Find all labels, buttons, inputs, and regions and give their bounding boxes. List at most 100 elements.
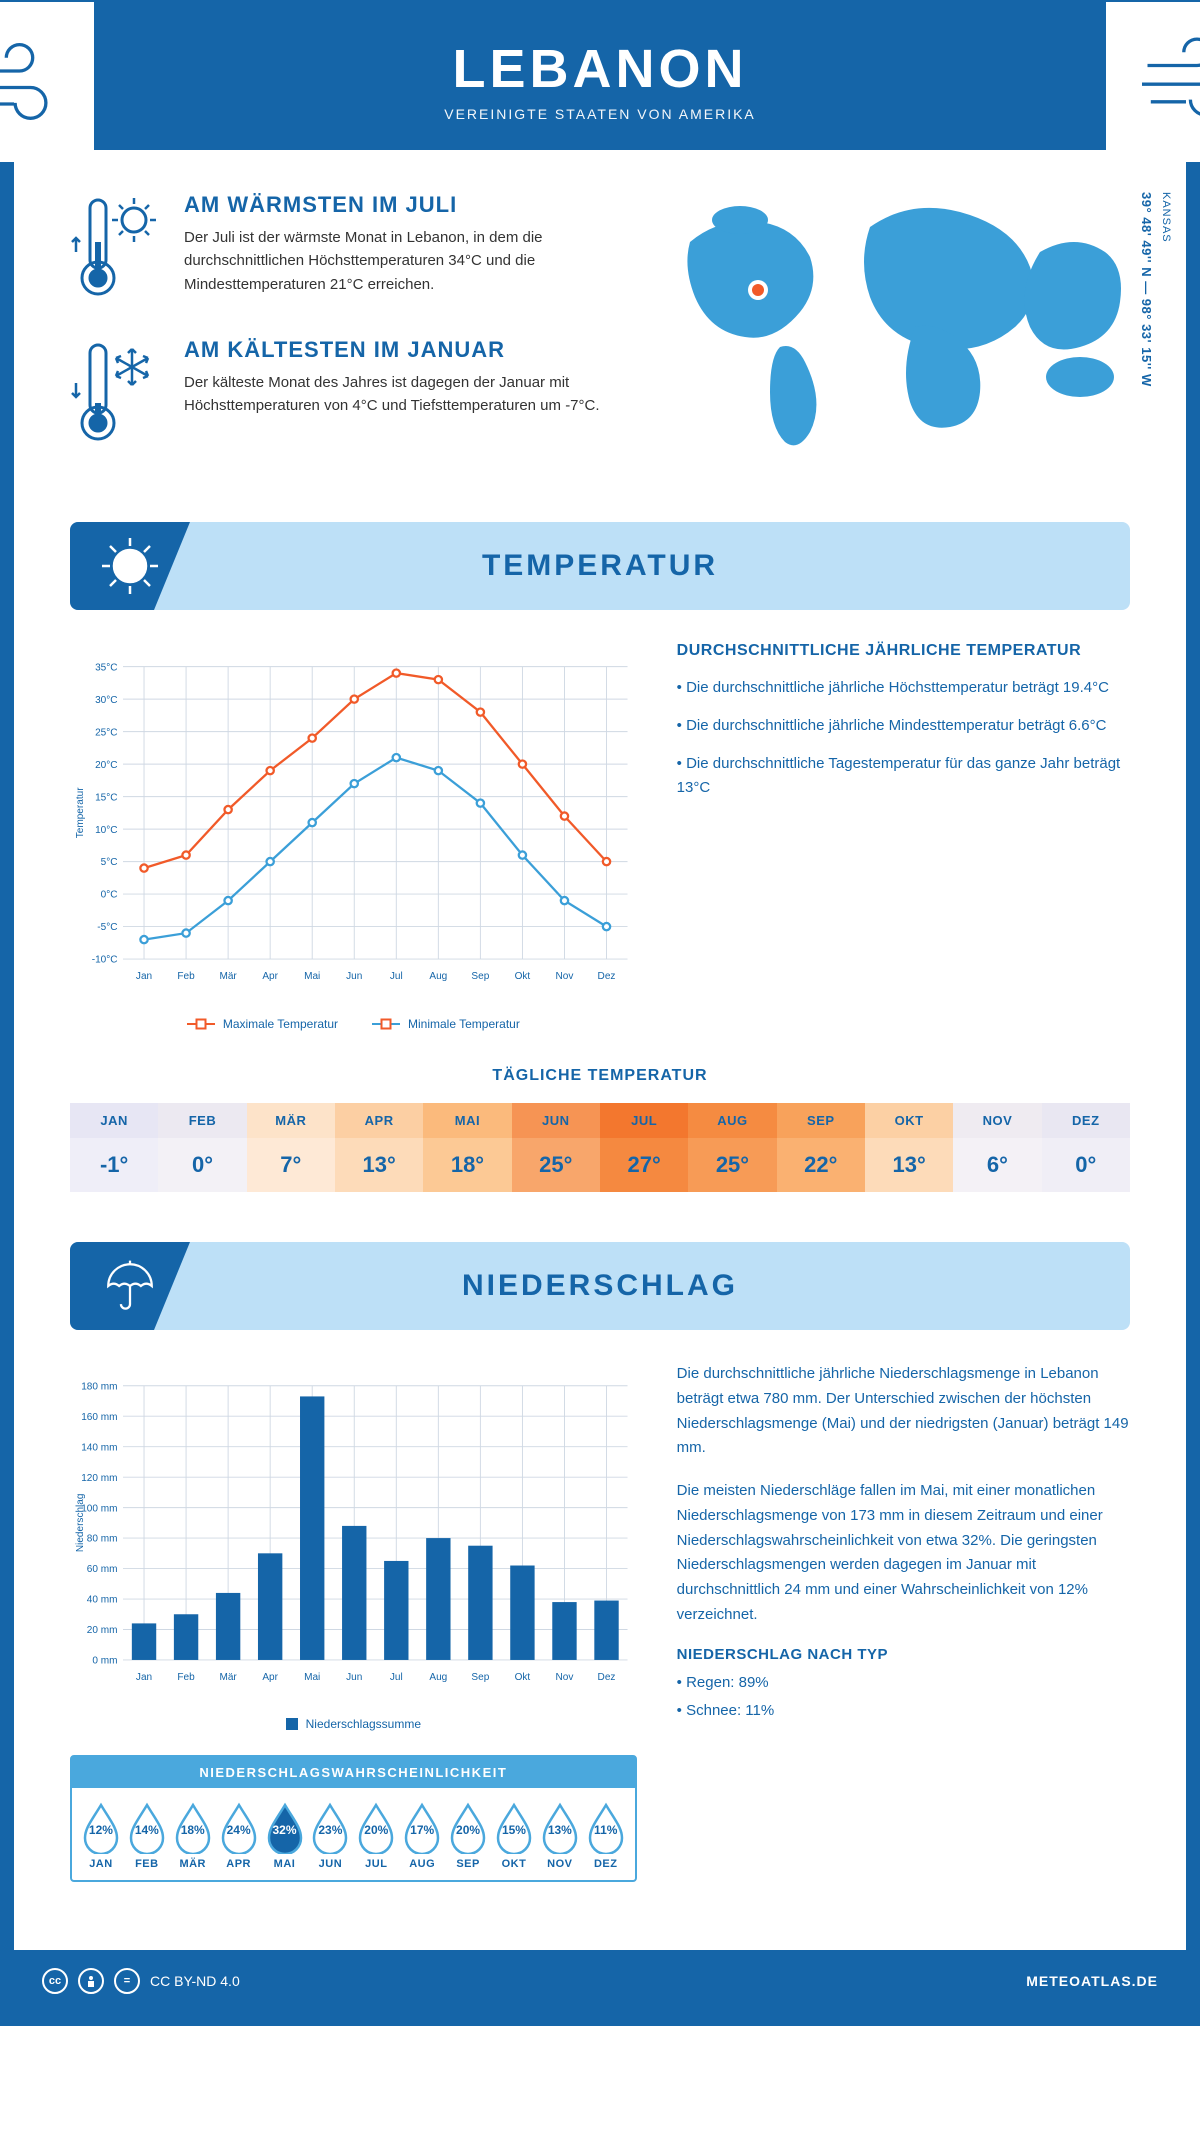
svg-text:40 mm: 40 mm: [87, 1595, 118, 1606]
prob-cell: 14%FEB: [124, 1802, 170, 1870]
svg-text:-5°C: -5°C: [97, 922, 117, 933]
precipitation-chart: 0 mm20 mm40 mm60 mm80 mm100 mm120 mm140 …: [70, 1362, 637, 1882]
temperature-row: -10°C-5°C0°C5°C10°C15°C20°C25°C30°C35°CJ…: [70, 642, 1130, 1031]
daily-cell: MÄR7°: [247, 1103, 335, 1192]
daily-cell: SEP22°: [777, 1103, 865, 1192]
prob-heading: NIEDERSCHLAGSWAHRSCHEINLICHKEIT: [72, 1757, 635, 1788]
temp-legend: .lg-sw:nth-child(1)::after{border-color:…: [70, 1017, 637, 1031]
svg-text:Mär: Mär: [219, 971, 237, 982]
svg-text:Okt: Okt: [515, 971, 531, 982]
page-title: LEBANON: [14, 38, 1186, 100]
svg-text:180 mm: 180 mm: [81, 1381, 117, 1392]
raindrop-icon: 11%: [585, 1802, 627, 1854]
svg-text:120 mm: 120 mm: [81, 1473, 117, 1484]
daily-cell: APR13°: [335, 1103, 423, 1192]
page-subtitle: VEREINIGTE STAATEN VON AMERIKA: [14, 106, 1186, 122]
prob-cell: 20%JUL: [353, 1802, 399, 1870]
svg-text:Dez: Dez: [598, 971, 616, 982]
daily-cell: JAN-1°: [70, 1103, 158, 1192]
footer-bar: cc = CC BY-ND 4.0 METEOATLAS.DE: [14, 1950, 1186, 2012]
svg-text:15°C: 15°C: [95, 792, 117, 803]
legend-max: Maximale Temperatur: [223, 1017, 338, 1031]
sun-icon: [70, 522, 190, 610]
svg-text:35°C: 35°C: [95, 662, 117, 673]
header-bar: LEBANON VEREINIGTE STAATEN VON AMERIKA: [14, 14, 1186, 150]
cc-icon: cc: [42, 1968, 68, 1994]
prob-cell: 20%SEP: [445, 1802, 491, 1870]
svg-text:Apr: Apr: [262, 1672, 278, 1683]
raindrop-icon: 15%: [493, 1802, 535, 1854]
world-map: KANSAS 39° 48' 49'' N — 98° 33' 15'' W: [670, 192, 1130, 482]
svg-text:140 mm: 140 mm: [81, 1442, 117, 1453]
daily-cell: AUG25°: [688, 1103, 776, 1192]
daily-cell: JUL27°: [600, 1103, 688, 1192]
precip-legend: Niederschlagssumme: [70, 1717, 637, 1731]
svg-text:Feb: Feb: [177, 971, 195, 982]
prob-cell: 18%MÄR: [170, 1802, 216, 1870]
raindrop-icon: 20%: [447, 1802, 489, 1854]
section-title-precipitation: NIEDERSCHLAG: [462, 1269, 738, 1303]
svg-text:Apr: Apr: [262, 971, 278, 982]
prob-cell: 23%JUN: [307, 1802, 353, 1870]
legend-min: Minimale Temperatur: [408, 1017, 520, 1031]
svg-text:30°C: 30°C: [95, 695, 117, 706]
svg-text:Aug: Aug: [429, 971, 447, 982]
raindrop-icon: 32%: [264, 1802, 306, 1854]
svg-text:Nov: Nov: [556, 1672, 574, 1683]
daily-cell: OKT13°: [865, 1103, 953, 1192]
coldest-block: AM KÄLTESTEN IM JANUAR Der kälteste Mona…: [70, 337, 630, 452]
prob-cell: 15%OKT: [491, 1802, 537, 1870]
raindrop-icon: 23%: [309, 1802, 351, 1854]
wind-icon: [0, 2, 94, 162]
coldest-title: AM KÄLTESTEN IM JANUAR: [184, 337, 630, 363]
svg-text:25°C: 25°C: [95, 727, 117, 738]
prob-cell: 17%AUG: [399, 1802, 445, 1870]
map-graphic: [670, 192, 1130, 452]
temp-bullet: • Die durchschnittliche Tagestemperatur …: [677, 752, 1130, 800]
state-label: KANSAS: [1160, 192, 1172, 243]
wind-icon: [1106, 2, 1200, 162]
temp-summary-heading: DURCHSCHNITTLICHE JÄHRLICHE TEMPERATUR: [677, 642, 1130, 660]
svg-text:Jul: Jul: [390, 1672, 403, 1683]
content-area: AM WÄRMSTEN IM JULI Der Juli ist der wär…: [14, 150, 1186, 1950]
extremes-column: AM WÄRMSTEN IM JULI Der Juli ist der wär…: [70, 192, 630, 482]
svg-text:Jun: Jun: [346, 971, 362, 982]
precip-para-2: Die meisten Niederschläge fallen im Mai,…: [677, 1479, 1130, 1628]
raindrop-icon: 24%: [218, 1802, 260, 1854]
nd-icon: =: [114, 1968, 140, 1994]
infographic-page: LEBANON VEREINIGTE STAATEN VON AMERIKA: [0, 0, 1200, 2026]
prob-cell: 12%JAN: [78, 1802, 124, 1870]
raindrop-icon: 20%: [355, 1802, 397, 1854]
temperature-chart: -10°C-5°C0°C5°C10°C15°C20°C25°C30°C35°CJ…: [70, 642, 637, 1031]
site-label: METEOATLAS.DE: [1026, 1973, 1158, 1989]
precip-type-rain: • Regen: 89%: [677, 1671, 1130, 1696]
daily-temp-title: TÄGLICHE TEMPERATUR: [70, 1067, 1130, 1085]
warmest-title: AM WÄRMSTEN IM JULI: [184, 192, 630, 218]
svg-text:20 mm: 20 mm: [87, 1625, 118, 1636]
svg-text:Nov: Nov: [556, 971, 574, 982]
svg-text:Jan: Jan: [136, 1672, 152, 1683]
svg-text:Feb: Feb: [177, 1672, 195, 1683]
svg-text:5°C: 5°C: [101, 857, 118, 868]
section-bar-temperature: TEMPERATUR: [70, 522, 1130, 610]
raindrop-icon: 13%: [539, 1802, 581, 1854]
svg-text:Mai: Mai: [304, 1672, 320, 1683]
svg-text:Dez: Dez: [598, 1672, 616, 1683]
license-text: CC BY-ND 4.0: [150, 1973, 240, 1989]
legend-precip: Niederschlagssumme: [306, 1717, 421, 1731]
svg-text:160 mm: 160 mm: [81, 1412, 117, 1423]
daily-cell: FEB0°: [158, 1103, 246, 1192]
svg-text:Niederschlag: Niederschlag: [75, 1494, 86, 1553]
daily-cell: JUN25°: [512, 1103, 600, 1192]
daily-cell: DEZ0°: [1042, 1103, 1130, 1192]
section-bar-precipitation: NIEDERSCHLAG: [70, 1242, 1130, 1330]
daily-cell: NOV6°: [953, 1103, 1041, 1192]
svg-text:Mai: Mai: [304, 971, 320, 982]
svg-text:Okt: Okt: [515, 1672, 531, 1683]
svg-text:Jun: Jun: [346, 1672, 362, 1683]
svg-text:Jul: Jul: [390, 971, 403, 982]
prob-cell: 11%DEZ: [583, 1802, 629, 1870]
svg-text:80 mm: 80 mm: [87, 1534, 118, 1545]
temp-bullet: • Die durchschnittliche jährliche Mindes…: [677, 714, 1130, 738]
svg-text:Aug: Aug: [429, 1672, 447, 1683]
